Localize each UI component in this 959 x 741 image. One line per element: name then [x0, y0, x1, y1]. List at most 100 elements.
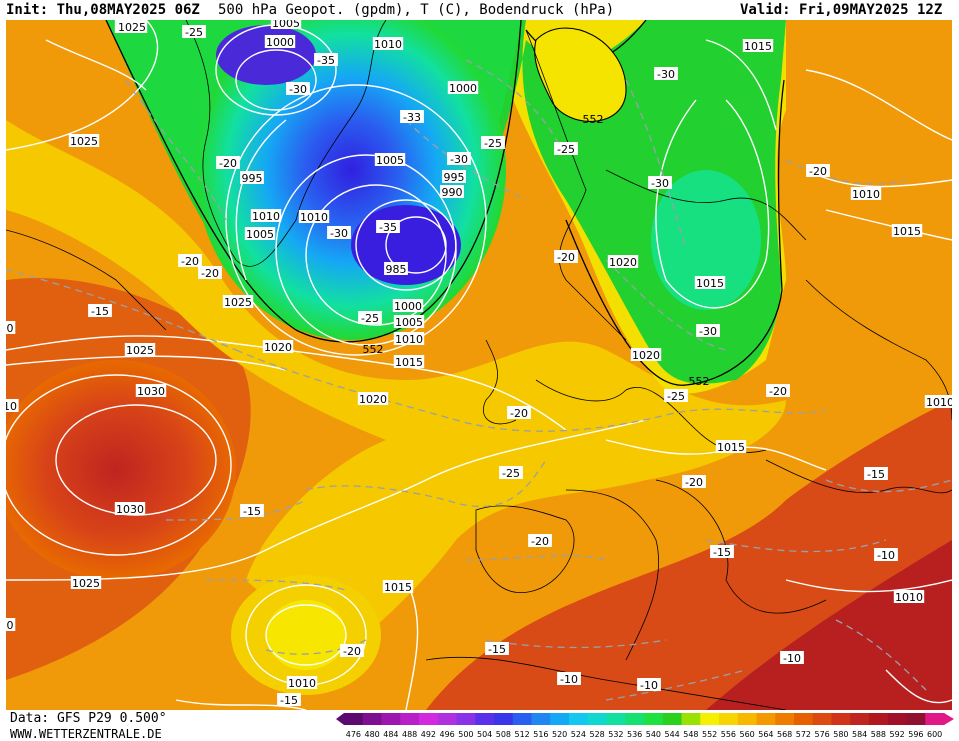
svg-text:-20: -20	[685, 476, 703, 489]
legend-swatch	[925, 713, 945, 725]
isobar-label: 1010	[298, 210, 330, 224]
svg-text:1020: 1020	[264, 341, 292, 354]
svg-text:-15: -15	[243, 505, 261, 518]
edge-label: 0	[6, 618, 16, 632]
svg-text:-20: -20	[343, 645, 361, 658]
isobar-label: 995	[442, 170, 466, 184]
svg-text:1025: 1025	[224, 296, 252, 309]
svg-text:-20: -20	[557, 251, 575, 264]
legend-tick-label: 600	[927, 730, 942, 739]
legend-tick-label: 564	[758, 730, 773, 739]
legend-swatch	[644, 713, 664, 725]
svg-text:-15: -15	[867, 468, 885, 481]
temperature-label: -15	[277, 693, 301, 707]
field-high-atlantic	[6, 360, 236, 580]
svg-text:1015: 1015	[395, 356, 423, 369]
svg-text:1020: 1020	[359, 393, 387, 406]
svg-text:-30: -30	[651, 177, 669, 190]
svg-text:-20: -20	[181, 255, 199, 268]
contour-552	[105, 20, 522, 343]
temperature-label: -33	[400, 110, 424, 124]
svg-text:990: 990	[442, 186, 463, 199]
isobar-label: 995	[240, 171, 264, 185]
svg-text:-33: -33	[403, 111, 421, 124]
legend-swatch	[531, 713, 551, 725]
legend-tick-label: 560	[739, 730, 754, 739]
temperature-label: -10	[557, 672, 581, 686]
isobar-label: 1015	[393, 355, 425, 369]
svg-text:1030: 1030	[137, 385, 165, 398]
legend-swatch	[569, 713, 589, 725]
svg-text:985: 985	[386, 263, 407, 276]
temperature-label: -25	[182, 25, 206, 39]
svg-text:1025: 1025	[126, 344, 154, 357]
temperature-label: -15	[485, 642, 509, 656]
svg-text:-30: -30	[699, 325, 717, 338]
legend-swatch	[737, 713, 757, 725]
temperature-label: -20	[682, 475, 706, 489]
svg-text:1005: 1005	[246, 228, 274, 241]
svg-text:1025: 1025	[70, 135, 98, 148]
edge-label: 0	[6, 321, 16, 335]
temperature-label: -10	[637, 678, 661, 692]
svg-text:-20: -20	[201, 267, 219, 280]
isobar-label: 1030	[135, 384, 167, 398]
isobar-label: 1010	[286, 676, 318, 690]
isobar-label: 1000	[447, 81, 479, 95]
legend-swatch	[344, 713, 364, 725]
temperature-label: -20	[528, 534, 552, 548]
temperature-label: -30	[654, 67, 678, 81]
isobar-label: 1010	[250, 209, 282, 223]
svg-text:552: 552	[689, 375, 710, 388]
legend-tick-label: 544	[664, 730, 679, 739]
site-url: WWW.WETTERZENTRALE.DE	[10, 727, 162, 741]
svg-text:1005: 1005	[376, 154, 404, 167]
svg-text:10: 10	[6, 400, 17, 413]
weather-map: 1010100510001010102599510051010101010059…	[6, 20, 952, 710]
isobar-label: 990	[440, 185, 464, 199]
legend-tick-label: 548	[683, 730, 698, 739]
legend-swatch	[381, 713, 401, 725]
svg-text:1000: 1000	[449, 82, 477, 95]
isobar-label: 1015	[891, 224, 923, 238]
svg-text:1010: 1010	[374, 38, 402, 51]
svg-text:1010: 1010	[300, 211, 328, 224]
svg-text:1005: 1005	[272, 20, 300, 30]
isobar-label: 1020	[262, 340, 294, 354]
legend-swatch	[550, 713, 570, 725]
temperature-label: -20	[507, 406, 531, 420]
svg-text:0: 0	[7, 322, 14, 335]
svg-text:-25: -25	[667, 390, 685, 403]
legend-swatch	[494, 713, 514, 725]
isobar-label: 985	[384, 262, 408, 276]
temperature-label: -20	[178, 254, 202, 268]
temperature-label: -30	[286, 82, 310, 96]
svg-text:-30: -30	[330, 227, 348, 240]
legend-tick-label: 588	[871, 730, 886, 739]
legend-swatch	[812, 713, 832, 725]
legend-tick-label: 556	[721, 730, 736, 739]
svg-text:995: 995	[444, 171, 465, 184]
svg-text:1010: 1010	[852, 188, 880, 201]
temperature-label: -15	[864, 467, 888, 481]
field-russia-green	[651, 170, 761, 310]
isobar-label: 1005	[374, 153, 406, 167]
map-labels: 1010100510001010102599510051010101010059…	[6, 20, 952, 707]
field-yellow-cutoff-core	[266, 600, 346, 670]
isobars	[6, 20, 952, 710]
isobar-label: 1025	[68, 134, 100, 148]
svg-text:1020: 1020	[632, 349, 660, 362]
field-darkred-se	[706, 540, 952, 710]
svg-text:552: 552	[363, 343, 384, 356]
svg-text:-15: -15	[488, 643, 506, 656]
legend-tick-label: 516	[533, 730, 548, 739]
legend-tick-label: 532	[608, 730, 623, 739]
isobar-label: 1005	[270, 20, 302, 30]
legend-tick-label: 476	[346, 730, 361, 739]
legend-colorbar: 476 480 484 488 492 496 500 504 508 512 516 520 524 5…	[336, 713, 954, 739]
svg-text:1015: 1015	[744, 40, 772, 53]
svg-text:-35: -35	[379, 221, 397, 234]
svg-text:-35: -35	[317, 54, 335, 67]
isobar-label: 1005	[393, 315, 425, 329]
legend-swatch	[625, 713, 645, 725]
